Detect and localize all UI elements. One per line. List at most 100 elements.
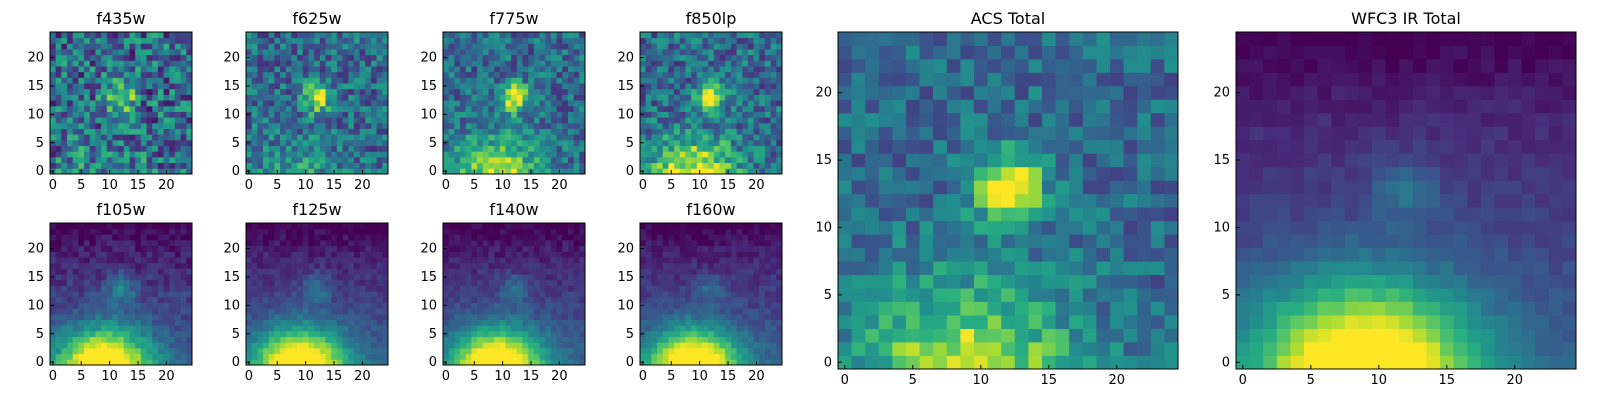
heatmap-cell xyxy=(696,83,703,90)
heatmap-cell xyxy=(251,223,258,230)
heatmap-cell xyxy=(285,325,292,332)
heatmap-cell xyxy=(140,342,147,349)
heatmap-cell xyxy=(382,71,389,78)
heatmap-cell xyxy=(186,291,193,298)
heatmap-cell xyxy=(348,77,355,84)
heatmap-cell xyxy=(180,105,187,112)
heatmap-cell xyxy=(528,353,535,360)
heatmap-cell xyxy=(545,156,552,164)
heatmap-cell xyxy=(101,168,108,175)
heatmap-cell xyxy=(169,162,176,169)
heatmap-cell xyxy=(1028,315,1043,329)
heatmap-cell xyxy=(1055,342,1070,356)
heatmap-cell xyxy=(251,122,258,129)
heatmap-cell xyxy=(140,43,147,50)
heatmap-cell xyxy=(770,100,777,107)
heatmap-cell xyxy=(180,49,187,56)
heatmap-cell xyxy=(662,162,669,169)
heatmap-cell xyxy=(725,71,732,78)
heatmap-cell xyxy=(1123,72,1138,87)
heatmap-cell xyxy=(494,336,501,343)
heatmap-cell xyxy=(342,128,349,135)
heatmap-cell xyxy=(579,313,586,320)
heatmap-cell xyxy=(263,117,270,124)
heatmap-cell xyxy=(123,336,130,343)
heatmap-cell xyxy=(974,180,988,195)
heatmap-cell xyxy=(101,308,108,315)
heatmap-cell xyxy=(342,296,349,303)
heatmap-cell xyxy=(454,285,461,292)
heatmap-cell xyxy=(365,156,372,164)
heatmap-cell xyxy=(55,151,62,158)
heatmap-cell xyxy=(67,234,74,241)
heatmap-cell xyxy=(180,37,187,44)
heatmap-cell xyxy=(528,83,535,90)
heatmap-cell xyxy=(169,168,176,175)
heatmap-cell xyxy=(353,134,360,141)
heatmap-cell xyxy=(118,240,125,247)
heatmap-cell xyxy=(1110,126,1124,141)
heatmap-cell xyxy=(251,257,258,264)
heatmap-cell xyxy=(291,325,298,332)
heatmap-cell xyxy=(460,162,467,169)
x-tick-label: 20 xyxy=(354,178,371,193)
heatmap-cell xyxy=(359,325,366,332)
heatmap-cell xyxy=(838,72,852,87)
heatmap-cell xyxy=(157,336,164,343)
heatmap-cell xyxy=(651,32,658,39)
heatmap-cell xyxy=(348,257,355,264)
heatmap-cell xyxy=(61,162,68,169)
heatmap-cell xyxy=(146,240,153,247)
heatmap-cell xyxy=(89,257,96,264)
heatmap-cell xyxy=(146,66,153,73)
heatmap-cell xyxy=(556,49,563,56)
heatmap-cell xyxy=(376,223,383,230)
heatmap-cell xyxy=(135,83,142,90)
heatmap-cell xyxy=(314,291,321,298)
heatmap-cell xyxy=(331,296,338,303)
heatmap-cell xyxy=(725,162,732,169)
heatmap-cell xyxy=(892,85,907,100)
heatmap-cell xyxy=(308,94,315,101)
heatmap-cell xyxy=(146,151,153,158)
heatmap-cell xyxy=(465,359,472,366)
heatmap-cell xyxy=(331,251,338,258)
heatmap-cell xyxy=(246,336,253,343)
heatmap-cell xyxy=(370,245,378,252)
heatmap-cell xyxy=(736,88,743,95)
heatmap-cell xyxy=(72,313,79,320)
heatmap-cell xyxy=(567,134,575,141)
heatmap-cell xyxy=(348,347,355,355)
heatmap-cell xyxy=(376,54,383,61)
heatmap-cell xyxy=(753,122,760,129)
heatmap-cell xyxy=(169,49,176,56)
heatmap-cell xyxy=(730,88,737,95)
heatmap-cell xyxy=(892,32,907,46)
heatmap-cell xyxy=(460,302,467,309)
heatmap-cell xyxy=(268,359,275,366)
y-tick-label: 20 xyxy=(617,51,634,66)
heatmap-cell xyxy=(112,308,119,315)
heatmap-cell xyxy=(186,43,193,50)
heatmap-cell xyxy=(359,32,366,39)
heatmap-cell xyxy=(579,302,586,309)
heatmap-cell xyxy=(668,134,675,141)
heatmap-cell xyxy=(359,37,366,44)
heatmap-cell xyxy=(906,153,920,168)
heatmap-cell xyxy=(331,71,338,78)
heatmap-cell xyxy=(348,325,355,332)
heatmap-cell xyxy=(263,128,270,135)
heatmap-cell xyxy=(651,54,658,61)
heatmap-cell xyxy=(291,342,298,349)
heatmap-cell xyxy=(140,240,147,247)
heatmap-cell xyxy=(342,100,349,107)
heatmap-cell xyxy=(747,43,754,50)
heatmap-cell xyxy=(297,60,304,67)
heatmap-cell xyxy=(505,128,512,135)
heatmap-cell xyxy=(112,268,119,275)
heatmap-cell xyxy=(342,134,349,141)
heatmap-cell xyxy=(169,347,176,355)
heatmap-cell xyxy=(55,168,62,175)
heatmap-cell xyxy=(353,60,360,67)
heatmap-cell xyxy=(297,308,304,315)
